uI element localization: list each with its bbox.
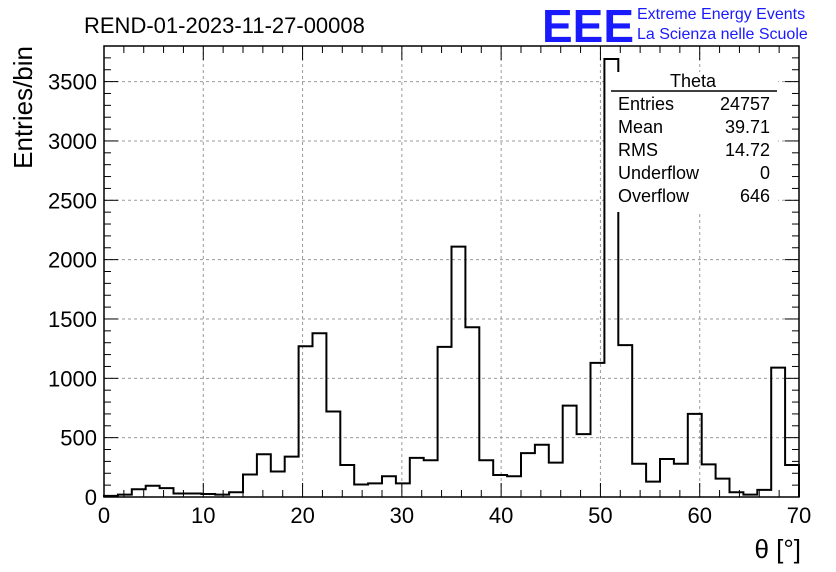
- stats-row-label: Underflow: [618, 163, 700, 183]
- stats-box-background: [608, 72, 778, 212]
- stats-title: Theta: [670, 71, 717, 91]
- y-tick-label: 2000: [48, 248, 97, 273]
- stats-rows: Entries 24757 Mean 39.71 RMS 14.72 Underflow 0 O…: [618, 94, 770, 206]
- chart-title: REND-01-2023-11-27-00008: [84, 13, 365, 38]
- stats-box: Theta Entries 24757 Mean 39.71 RMS 14.72 Under…: [608, 71, 778, 212]
- y-tick-label: 3500: [48, 70, 97, 95]
- y-tick-label: 0: [85, 485, 97, 510]
- grid-lines: [104, 46, 799, 497]
- y-tick-label: 3000: [48, 129, 97, 154]
- histogram-series: [103, 58, 800, 497]
- y-tick-label: 500: [60, 426, 97, 451]
- y-tick-labels: 0 500 1000 1500 2000 2500 3000 3500: [48, 70, 97, 510]
- x-tick-label: 10: [191, 503, 215, 528]
- axis-ticks: [103, 45, 800, 498]
- y-tick-label: 2500: [48, 188, 97, 213]
- x-tick-labels: 0 10 20 30 40 50 60 70: [98, 503, 811, 528]
- x-tick-label: 30: [390, 503, 414, 528]
- stats-row-value: 24757: [720, 94, 770, 114]
- stats-row-label: Entries: [618, 94, 674, 114]
- stats-row-label: Overflow: [618, 186, 690, 206]
- stats-row-value: 14.72: [725, 140, 770, 160]
- logo-line-1: Extreme Energy Events: [637, 6, 805, 23]
- logo-line-2: La Scienza nelle Scuole: [637, 26, 808, 43]
- x-tick-label: 50: [588, 503, 612, 528]
- stats-row-label: RMS: [618, 140, 658, 160]
- x-tick-label: 60: [687, 503, 711, 528]
- y-tick-label: 1500: [48, 307, 97, 332]
- x-tick-label: 0: [98, 503, 110, 528]
- eee-logo: EEE Extreme Energy Events La Scienza nel…: [542, 0, 808, 52]
- logo-mark: EEE: [542, 0, 634, 52]
- stats-row-label: Mean: [618, 117, 663, 137]
- y-axis-title: Entries/bin: [8, 46, 38, 169]
- x-tick-label: 20: [290, 503, 314, 528]
- x-tick-label: 40: [489, 503, 513, 528]
- stats-row-value: 646: [740, 186, 770, 206]
- y-tick-label: 1000: [48, 366, 97, 391]
- x-axis-title: θ [°]: [754, 534, 801, 564]
- stats-row-value: 39.71: [725, 117, 770, 137]
- stats-row-value: 0: [760, 163, 770, 183]
- x-tick-label: 70: [787, 503, 811, 528]
